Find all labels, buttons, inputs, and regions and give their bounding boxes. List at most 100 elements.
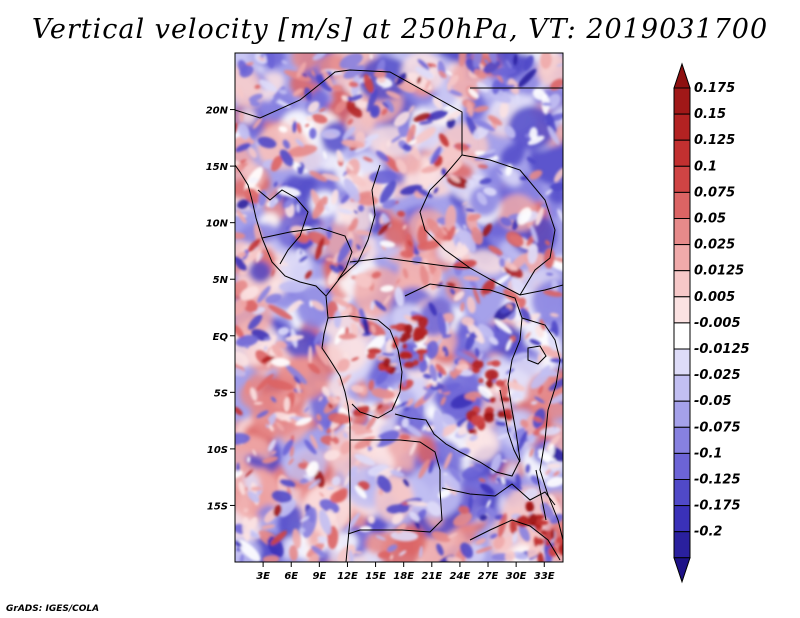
field-cell [403,314,418,325]
field-cell-strong [534,514,545,519]
field-cell [334,100,347,114]
field-cell-strong [550,529,555,540]
field-cell [336,358,350,372]
border-central-africa [349,257,471,269]
field-cell [248,260,272,283]
border-chad [325,164,381,297]
field-cell [271,268,275,277]
y-tick-label: EQ [213,332,229,343]
colorbar-swatch [673,270,691,298]
field-cell [236,209,247,224]
colorbar-label: 0.125 [694,133,735,148]
field-cell [469,434,478,442]
field-cell [235,142,251,153]
field-cell [282,139,290,149]
field-cell [271,344,283,358]
field-cell-strong [470,414,485,427]
chart-title: Vertical velocity [m/s] at 250hPa, VT: 2… [31,14,769,45]
field-cell [539,365,551,378]
lake-malawi [535,469,547,521]
field-cell [465,108,474,113]
field-cell [379,240,396,248]
field-cell [243,507,249,513]
field-cell [475,546,493,554]
field-cell [409,441,417,456]
field-cell-strong [556,536,563,544]
field-cell [390,554,394,561]
field-cell [370,300,375,311]
field-cell [494,319,513,334]
field-cell [419,545,423,558]
field-cell [462,275,481,281]
field-cell [482,223,492,237]
field-cell [344,474,351,487]
field-cell [235,367,246,377]
field-cell [466,442,478,449]
field-cell [247,491,260,503]
field-cell [529,339,541,346]
field-cell [390,134,403,143]
field-cell [325,257,335,262]
colorbar-bottom-arrow [673,557,691,584]
field-cell [289,545,298,562]
field-cell [308,345,313,364]
field-cell [479,514,488,521]
field-cell [538,384,544,395]
field-cell [385,338,394,354]
field-cell [546,463,562,469]
field-cell [343,178,360,202]
field-cell [413,113,431,122]
field-cell [482,60,501,74]
field-cell [270,396,277,403]
field-cell [418,459,430,479]
field-cell [270,530,288,546]
field-cell [535,207,544,226]
field-cell [293,375,301,385]
field-cell [432,382,438,387]
colorbar-label: -0.2 [694,525,722,540]
field-cell [496,433,510,440]
field-cell-strong [471,359,484,369]
field-cell [346,423,373,434]
field-cell [381,108,388,116]
field-cell [409,145,421,160]
field-cell-strong [417,316,429,329]
field-cell [268,439,277,452]
field-cell [446,117,456,129]
field-cell [348,465,359,479]
field-cell [498,513,507,538]
y-tick-label: 10S [207,445,228,456]
colorbar-label: -0.05 [694,394,731,409]
field-cell [244,166,263,193]
field-cell [529,127,538,140]
map-panel: 3E 6E 9E 12E 15E 18E 21E 24E 27E 30E 33E 20N 15N 10N… [206,52,564,582]
field-cell [236,199,250,209]
field-cell [419,359,428,373]
field-cell-strong [495,379,505,387]
country-borders [235,69,563,562]
field-cell [406,398,414,407]
colorbar-label: -0.075 [694,420,741,435]
field-cell [358,441,395,469]
field-cell [354,454,376,466]
field-cell [327,412,353,425]
field-cell [348,94,363,102]
x-tick-label: 9E [312,571,326,582]
field-cell [328,396,334,405]
field-cell [432,96,443,109]
field-cell [478,478,486,483]
field-cell [433,409,444,440]
field-cell [532,416,543,423]
field-cell [527,243,539,265]
field-cell [424,80,431,90]
velocity-field [235,53,563,562]
field-cell [330,490,348,504]
field-cell [368,379,375,391]
colorbar-label: 0.1 [694,159,717,174]
colorbar-swatch [673,426,691,454]
field-cell [525,464,531,474]
field-cell [548,186,563,206]
field-cell [317,423,324,432]
colorbar-label: -0.175 [694,499,741,514]
field-cell [377,221,391,236]
